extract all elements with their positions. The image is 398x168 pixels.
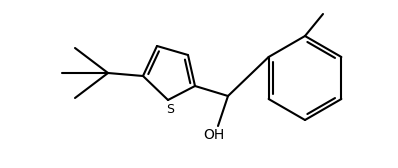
Text: OH: OH <box>203 128 224 142</box>
Text: S: S <box>166 103 174 116</box>
